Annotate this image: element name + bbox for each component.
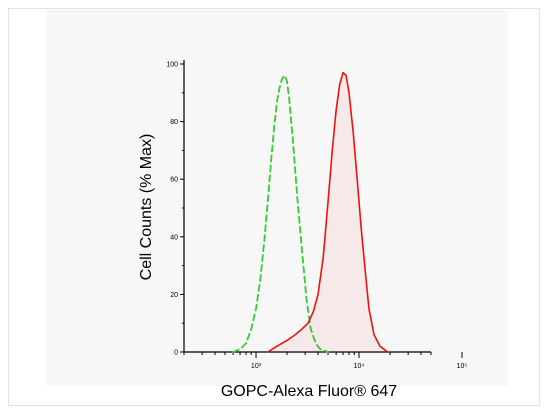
plot-panel xyxy=(46,10,508,386)
y-tick-label-0: 0 xyxy=(174,350,178,357)
y-axis-title: Cell Counts (% Max) xyxy=(138,134,155,281)
x-axis-title: GOPC-Alexa Fluor® 647 xyxy=(221,383,397,400)
series-1-line xyxy=(266,71,389,353)
series-layer xyxy=(232,71,389,353)
y-tick-label-100: 100 xyxy=(166,62,178,69)
y-tick-label-80: 80 xyxy=(170,119,178,126)
y-tick-label-40: 40 xyxy=(170,234,178,241)
series-0-line xyxy=(232,74,329,353)
y-ticks: 0 20 40 60 80 100 xyxy=(166,62,184,357)
x-tick-label-10000: 10⁴ xyxy=(354,363,365,370)
y-tick-label-60: 60 xyxy=(170,177,178,184)
y-tick-label-20: 20 xyxy=(170,292,178,299)
x-tick-label-1000: 10³ xyxy=(251,363,262,370)
x-tick-label-100000: 10⁵ xyxy=(457,363,468,370)
x-ticks: 10³ 10⁴ 10⁵ xyxy=(183,352,468,370)
